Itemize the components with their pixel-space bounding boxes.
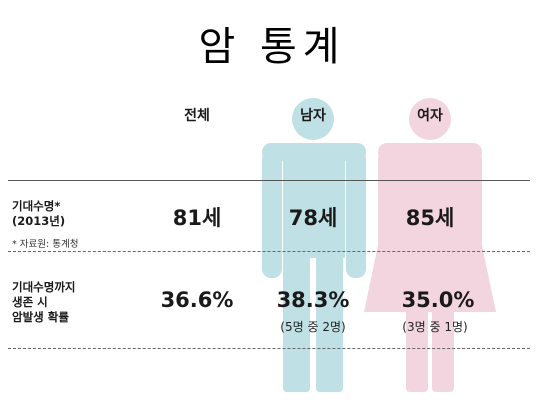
row-label-line: (2013년) [12,214,66,228]
value-male-ratio: (5명 중 2명) [280,320,346,334]
source-note: * 자료원: 통계청 [12,239,79,250]
row-label-line: 생존 시 [12,295,48,309]
row-divider [8,348,530,349]
column-header-female: 여자 [417,108,443,124]
value-male-probability: 38.3% [276,288,350,312]
page-title: 암 통계 [198,24,346,70]
column-header-male: 남자 [300,108,326,124]
row-label-line: 기대수명까지 [12,280,76,294]
row-label-cancer-probability: 기대수명까지 생존 시 암발생 확률 [12,280,75,325]
row-divider [8,251,530,252]
value-total-life: 81세 [172,206,222,230]
value-female-ratio: (3명 중 1명) [402,320,468,334]
table-divider [8,180,530,181]
row-label-line: 기대수명* [12,199,61,213]
value-female-life: 85세 [405,206,455,230]
row-label-life-expectancy: 기대수명* (2013년) [12,199,65,229]
value-male-life: 78세 [288,206,338,230]
row-label-line: 암발생 확률 [12,310,69,324]
column-header-total: 전체 [184,108,210,124]
value-total-probability: 36.6% [160,288,234,312]
value-female-probability: 35.0% [401,288,475,312]
